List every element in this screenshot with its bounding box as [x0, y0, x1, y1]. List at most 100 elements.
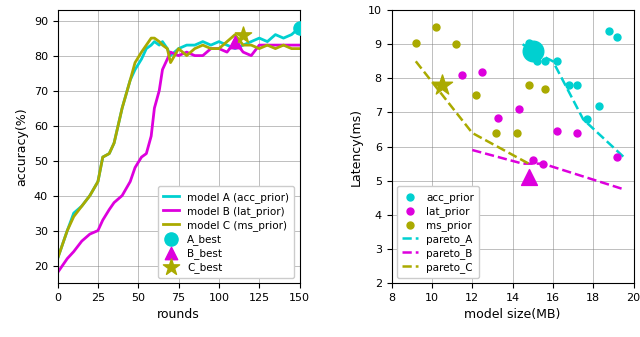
pareto_A: [529, 49, 536, 53]
pareto_B: [468, 148, 476, 152]
ms_prior: [511, 130, 522, 136]
model A (acc_prior): [191, 43, 198, 47]
model C (ms_prior): [106, 152, 113, 156]
Line: model B (lat_prior): model B (lat_prior): [58, 41, 300, 273]
model A (acc_prior): [163, 47, 171, 51]
model C (ms_prior): [163, 47, 171, 51]
pareto_C: [525, 162, 532, 166]
acc_prior: [604, 28, 614, 33]
model B (lat_prior): [63, 256, 71, 261]
ms_prior: [524, 83, 534, 88]
model A (acc_prior): [156, 43, 163, 47]
model C (ms_prior): [143, 43, 150, 47]
model B (lat_prior): [239, 50, 247, 54]
model C (ms_prior): [271, 47, 279, 51]
model B (lat_prior): [183, 50, 191, 54]
model A (acc_prior): [99, 155, 107, 159]
model B (lat_prior): [264, 43, 271, 47]
ms_prior: [431, 25, 441, 30]
model A (acc_prior): [239, 43, 247, 47]
model B (lat_prior): [118, 193, 126, 197]
C_best: [238, 32, 248, 37]
model B (lat_prior): [159, 68, 166, 72]
model B (lat_prior): [143, 152, 150, 156]
model B (lat_prior): [110, 201, 118, 205]
acc_prior: [572, 83, 582, 88]
Point: [527, 48, 538, 54]
model A (acc_prior): [70, 211, 77, 215]
lat_prior: [513, 106, 524, 112]
model C (ms_prior): [199, 43, 207, 47]
model A (acc_prior): [280, 36, 287, 40]
model C (ms_prior): [86, 193, 93, 197]
pareto_C: [468, 131, 476, 135]
model C (ms_prior): [150, 36, 158, 40]
model A (acc_prior): [175, 47, 182, 51]
model A (acc_prior): [207, 43, 214, 47]
model B (lat_prior): [207, 47, 214, 51]
pareto_B: [519, 162, 527, 166]
model B (lat_prior): [70, 250, 77, 254]
model A (acc_prior): [78, 204, 86, 208]
model B (lat_prior): [126, 180, 134, 184]
Line: pareto_A: pareto_A: [523, 44, 623, 157]
pareto_A: [549, 59, 557, 63]
model A (acc_prior): [199, 39, 207, 43]
A_best: [294, 25, 305, 30]
model B (lat_prior): [147, 134, 155, 138]
model C (ms_prior): [54, 256, 61, 261]
model C (ms_prior): [118, 106, 126, 110]
model C (ms_prior): [78, 204, 86, 208]
lat_prior: [538, 161, 548, 166]
pareto_C: [412, 59, 420, 63]
model A (acc_prior): [131, 68, 139, 72]
Line: pareto_B: pareto_B: [472, 150, 623, 189]
model A (acc_prior): [264, 39, 271, 43]
lat_prior: [612, 154, 623, 159]
Legend: model A (acc_prior), model B (lat_prior), model C (ms_prior), A_best, B_best, C_: model A (acc_prior), model B (lat_prior)…: [158, 186, 294, 278]
model C (ms_prior): [166, 61, 174, 65]
model B (lat_prior): [78, 239, 86, 243]
model C (ms_prior): [264, 43, 271, 47]
model B (lat_prior): [54, 271, 61, 275]
model C (ms_prior): [280, 43, 287, 47]
model B (lat_prior): [156, 89, 163, 93]
model C (ms_prior): [288, 47, 296, 51]
model C (ms_prior): [175, 47, 182, 51]
model A (acc_prior): [118, 106, 126, 110]
pareto_B: [620, 187, 627, 191]
model A (acc_prior): [166, 54, 174, 58]
model C (ms_prior): [159, 43, 166, 47]
lat_prior: [552, 128, 562, 134]
model A (acc_prior): [183, 43, 191, 47]
model B (lat_prior): [255, 43, 263, 47]
pareto_B: [539, 162, 547, 166]
B_best: [230, 39, 240, 44]
model C (ms_prior): [183, 54, 191, 58]
model A (acc_prior): [215, 39, 223, 43]
Y-axis label: accuracy(%): accuracy(%): [15, 107, 28, 186]
model B (lat_prior): [166, 50, 174, 54]
model C (ms_prior): [131, 61, 139, 65]
model A (acc_prior): [271, 33, 279, 37]
model A (acc_prior): [255, 36, 263, 40]
ms_prior: [492, 130, 502, 136]
lat_prior: [457, 72, 467, 78]
model C (ms_prior): [126, 78, 134, 82]
model C (ms_prior): [99, 155, 107, 159]
model A (acc_prior): [231, 47, 239, 51]
model C (ms_prior): [70, 215, 77, 219]
model C (ms_prior): [156, 39, 163, 43]
model A (acc_prior): [143, 47, 150, 51]
Line: pareto_C: pareto_C: [416, 61, 529, 164]
model B (lat_prior): [191, 54, 198, 58]
acc_prior: [540, 59, 550, 64]
model C (ms_prior): [147, 36, 155, 40]
X-axis label: rounds: rounds: [157, 308, 200, 321]
model A (acc_prior): [288, 33, 296, 37]
model B (lat_prior): [131, 165, 139, 170]
acc_prior: [564, 83, 574, 88]
model C (ms_prior): [239, 43, 247, 47]
model B (lat_prior): [280, 43, 287, 47]
model B (lat_prior): [94, 228, 102, 233]
